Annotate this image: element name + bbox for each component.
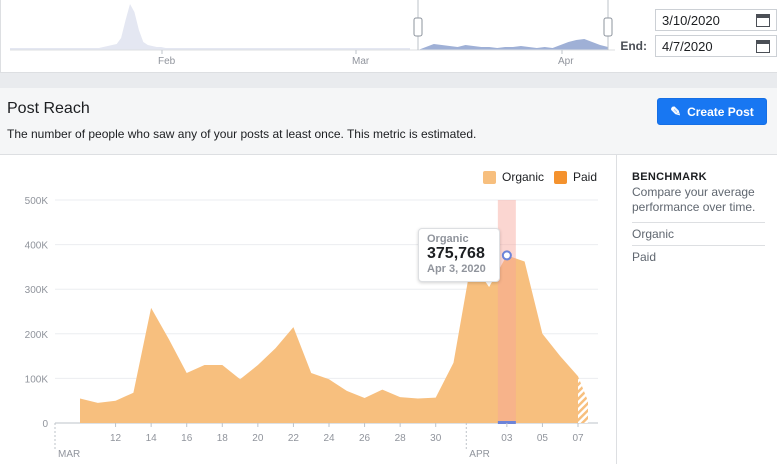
tooltip-series: Organic: [427, 233, 469, 245]
legend-swatch-paid: [554, 170, 567, 184]
start-date-field[interactable]: 3/10/2020: [655, 9, 777, 31]
y-tick-label: 400K: [25, 241, 49, 252]
calendar-icon[interactable]: [756, 13, 770, 27]
overview-background-area: [10, 4, 410, 50]
benchmark-description: Compare your average performance over ti…: [632, 185, 756, 214]
x-tick-label: 16: [181, 433, 193, 444]
calendar-icon[interactable]: [756, 39, 770, 53]
hover-highlight-base: [497, 421, 516, 424]
hover-highlight-column: [497, 200, 516, 423]
legend-swatch-organic: [483, 170, 496, 184]
date-range-bar: Feb Mar Apr 3/10/2020 End: 4/7/2020: [0, 0, 777, 72]
end-date-value: 4/7/2020: [662, 38, 713, 54]
organic-area: [80, 255, 578, 423]
divider: [632, 222, 765, 223]
x-tick-label: 07: [572, 433, 584, 444]
x-tick-label: 20: [252, 433, 264, 444]
y-tick-label: 200K: [25, 330, 49, 341]
x-tick-label: 03: [501, 433, 513, 444]
x-tick-label: 26: [359, 433, 371, 444]
y-tick-label: 500K: [25, 196, 49, 207]
divider: [632, 245, 765, 246]
tooltip-value: 375,768: [427, 245, 485, 262]
partial-day-area: [578, 376, 588, 423]
x-tick-label: 24: [323, 433, 335, 444]
post-reach-chart[interactable]: 0 100K 200K 300K 400K 500K 12 14 16 18 20 22 24 26 28 3…: [0, 155, 616, 464]
start-date-value: 3/10/2020: [662, 12, 720, 28]
y-tick-label: 300K: [25, 285, 49, 296]
x-tick-label: 22: [288, 433, 300, 444]
overview-month-label: Feb: [158, 56, 176, 67]
hover-point[interactable]: [501, 250, 512, 261]
page-title: Post Reach: [7, 100, 90, 117]
metric-description: The number of people who saw any of your…: [7, 127, 477, 141]
end-date-row: End: 4/7/2020: [617, 34, 777, 58]
create-post-label: Create Post: [687, 104, 754, 119]
x-tick-label: 28: [395, 433, 407, 444]
benchmark-panel: BENCHMARK Compare your average performan…: [616, 155, 777, 464]
create-post-button[interactable]: ✎ Create Post: [657, 98, 767, 125]
end-date-field[interactable]: 4/7/2020: [655, 35, 777, 57]
legend-organic[interactable]: Organic: [483, 170, 544, 184]
end-date-label: End:: [620, 39, 647, 53]
x-tick-label: 05: [537, 433, 549, 444]
section-spacer: [0, 72, 777, 89]
benchmark-item-organic[interactable]: Organic: [632, 227, 675, 241]
legend-label-paid: Paid: [573, 170, 598, 184]
data-tooltip: Organic 375,768 Apr 3, 2020: [418, 228, 500, 282]
range-handle-left[interactable]: [413, 17, 423, 37]
benchmark-title: BENCHMARK: [632, 171, 707, 183]
start-date-row: 3/10/2020: [617, 8, 777, 32]
post-reach-header: Post Reach The number of people who saw …: [0, 88, 777, 155]
x-tick-label: 30: [430, 433, 442, 444]
x-tick-label: 12: [110, 433, 122, 444]
y-tick-label: 0: [42, 419, 48, 430]
tooltip-date: Apr 3, 2020: [427, 263, 486, 275]
benchmark-item-paid[interactable]: Paid: [632, 250, 657, 264]
x-tick-label: 18: [217, 433, 229, 444]
month-label: APR: [469, 449, 490, 460]
range-handle-right[interactable]: [603, 17, 613, 37]
y-tick-label: 100K: [25, 374, 49, 385]
legend-paid[interactable]: Paid: [554, 170, 597, 184]
range-overview-chart[interactable]: Feb Mar Apr: [10, 0, 615, 70]
overview-month-label: Apr: [558, 56, 574, 67]
x-tick-label: 14: [146, 433, 158, 444]
divider: [0, 0, 1, 72]
overview-month-label: Mar: [352, 56, 370, 67]
overview-selected-area: [418, 39, 608, 50]
pencil-icon: ✎: [670, 103, 682, 119]
month-label: MAR: [58, 449, 80, 460]
legend-label-organic: Organic: [502, 170, 545, 184]
